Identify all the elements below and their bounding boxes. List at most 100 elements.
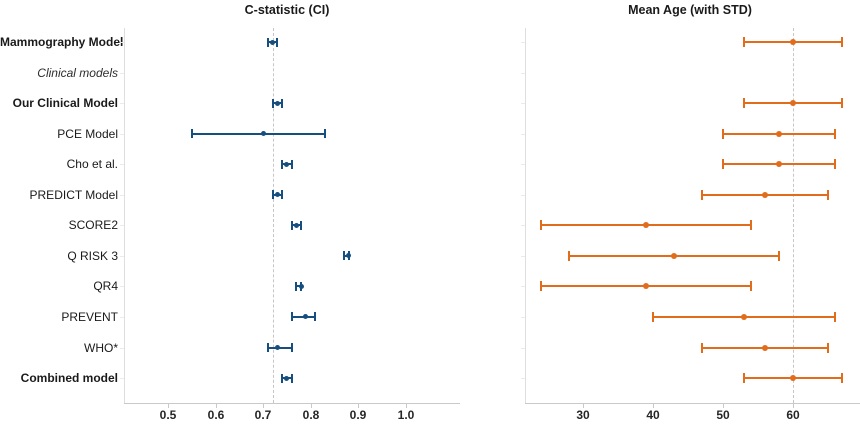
error-bar-cap <box>827 189 829 200</box>
mean-point-marker <box>762 191 768 198</box>
x-axis-line <box>525 403 860 404</box>
y-axis-row-tick <box>120 72 124 74</box>
mean-point-marker <box>274 192 280 198</box>
mean-point-marker <box>741 313 747 320</box>
error-bar-cap <box>281 190 283 200</box>
x-axis-tick <box>406 404 407 408</box>
y-axis-row-tick <box>521 225 525 227</box>
y-axis-row-tick <box>120 378 124 380</box>
mean-point-marker <box>643 283 649 290</box>
x-axis-tick <box>168 404 169 408</box>
x-axis-tick <box>793 404 794 408</box>
x-axis-tick-label: 60 <box>786 408 800 422</box>
error-bar-cap <box>743 37 745 47</box>
row-label: SCORE2 <box>68 218 118 233</box>
error-bar-cap <box>295 281 298 291</box>
y-axis-row-tick <box>120 286 124 288</box>
x-axis-tick-label: 0.7 <box>254 408 272 422</box>
x-axis-tick <box>653 404 654 408</box>
error-bar-cap <box>271 98 274 108</box>
error-bar-cap <box>190 129 193 139</box>
x-axis-tick-label: 40 <box>646 408 660 422</box>
mean-point-marker <box>776 161 782 168</box>
row-label: Q RISK 3 <box>67 248 118 263</box>
error-bar-cap <box>841 37 843 47</box>
mean-point-marker <box>270 39 275 45</box>
row-label: PREDICT Model <box>29 187 118 202</box>
y-axis-row-tick <box>120 255 124 257</box>
mean-point-marker <box>293 222 299 228</box>
error-bar-cap <box>540 220 542 231</box>
x-axis-tick <box>263 404 264 408</box>
error-bar-cap <box>701 342 703 353</box>
x-axis-tick-label: 0.9 <box>349 408 367 422</box>
y-axis-row-tick <box>521 378 525 380</box>
row-label: PCE Model <box>57 126 118 141</box>
error-bar-cap <box>652 311 654 322</box>
x-axis-tick-label: 30 <box>576 408 590 422</box>
row-label: Cho et al. <box>66 157 118 172</box>
reference-dashed-line <box>793 28 794 403</box>
x-axis-tick <box>583 404 584 408</box>
mean-point-marker <box>346 253 351 259</box>
y-axis-row-tick <box>120 103 124 105</box>
mean-point-marker <box>284 161 290 167</box>
error-bar-cap <box>540 281 542 292</box>
mean-point-marker <box>671 252 677 259</box>
error-bar-cap <box>722 128 724 139</box>
error-bar-cap <box>834 159 836 170</box>
error-bar-cap <box>568 250 570 261</box>
x-axis-tick <box>216 404 217 408</box>
mean-point-marker <box>298 283 304 289</box>
row-label: QR4 <box>93 279 118 294</box>
row-label: Mammography Model <box>0 35 124 49</box>
error-bar-cap <box>834 128 836 139</box>
y-axis-row-tick <box>120 194 124 196</box>
error-bar-cap <box>281 98 283 108</box>
y-axis-row-tick <box>521 286 525 288</box>
y-axis-row-tick <box>120 42 124 43</box>
error-bar-cap <box>743 373 745 384</box>
y-axis-row-tick <box>120 133 124 135</box>
mean-point-marker <box>643 222 649 229</box>
mean-point-marker <box>303 314 309 320</box>
error-bar-line <box>191 132 325 135</box>
mean-point-marker <box>284 375 290 381</box>
row-label: Our Clinical Model <box>12 96 118 111</box>
x-axis-tick <box>311 404 312 408</box>
x-axis-tick <box>723 404 724 408</box>
x-axis-line <box>124 403 460 404</box>
y-axis-row-tick <box>521 42 525 43</box>
row-label: Clinical models <box>37 65 118 80</box>
error-bar-cap <box>290 343 293 352</box>
panel-title-c-statistic: C-statistic (CI) <box>244 3 330 17</box>
row-label: WHO* <box>84 340 118 355</box>
error-bar-cap <box>290 220 293 230</box>
mean-point-marker <box>790 39 796 45</box>
error-bar-cap <box>290 373 293 383</box>
x-axis-tick-label: 1.0 <box>397 408 415 422</box>
x-axis-tick <box>358 404 359 408</box>
y-axis-spine <box>124 28 125 403</box>
x-axis-tick-label: 0.6 <box>207 408 225 422</box>
error-bar-cap <box>266 343 269 352</box>
error-bar-cap <box>281 373 283 383</box>
error-bar-cap <box>281 159 283 169</box>
error-bar-cap <box>323 129 326 139</box>
error-bar-cap <box>841 98 843 109</box>
error-bar-cap <box>290 312 293 322</box>
reference-dashed-line <box>273 28 274 403</box>
panel-title-mean-age: Mean Age (with STD) <box>628 3 752 17</box>
mean-point-marker <box>790 375 796 382</box>
error-bar-cap <box>778 250 780 261</box>
y-axis-row-tick <box>521 347 525 349</box>
mean-point-marker <box>274 345 280 350</box>
x-axis-tick-label: 50 <box>716 408 730 422</box>
error-bar-cap <box>834 311 836 322</box>
mean-point-marker <box>790 100 796 107</box>
error-bar-cap <box>750 220 752 231</box>
error-bar-cap <box>750 281 752 292</box>
row-label: Combined model <box>20 371 118 386</box>
y-axis-row-tick <box>120 225 124 227</box>
y-axis-row-tick <box>120 347 124 349</box>
